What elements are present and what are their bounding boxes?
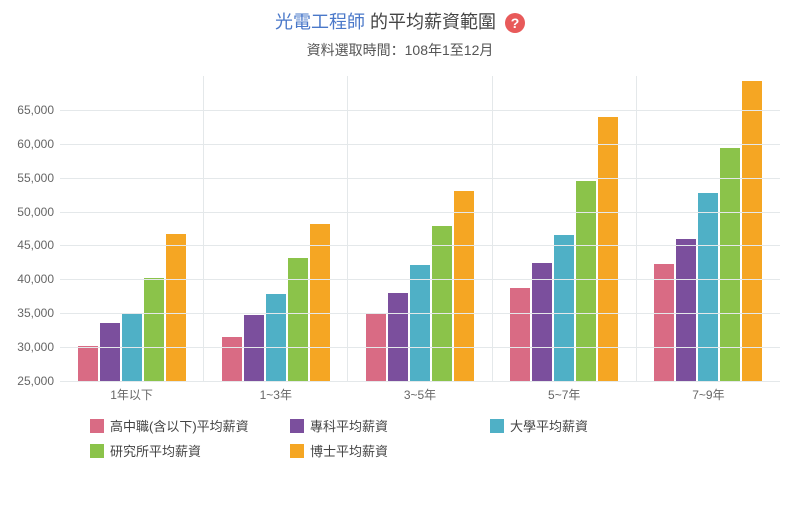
legend-label: 博士平均薪資 [310,441,388,460]
legend-swatch [90,419,104,433]
legend-label: 大學平均薪資 [510,416,588,435]
bar[interactable] [742,81,762,381]
bar-groups: 1年以下1~3年3~5年5~7年7~9年 [60,76,780,381]
bar[interactable] [166,234,186,381]
bar[interactable] [144,278,164,381]
bar[interactable] [388,293,408,381]
bar-group: 1年以下 [60,76,204,381]
bar[interactable] [654,264,674,381]
grid-line [60,347,780,348]
legend-item[interactable]: 博士平均薪資 [290,441,470,460]
bar-group: 5~7年 [493,76,637,381]
bar[interactable] [100,323,120,381]
bar[interactable] [676,239,696,381]
legend-swatch [290,419,304,433]
bar[interactable] [698,193,718,381]
y-axis-label: 45,000 [2,238,54,252]
bar[interactable] [78,346,98,381]
bar-group: 1~3年 [204,76,348,381]
y-axis-label: 50,000 [2,205,54,219]
bar[interactable] [288,258,308,381]
legend-label: 專科平均薪資 [310,416,388,435]
help-icon[interactable]: ? [505,13,525,33]
legend-item[interactable]: 專科平均薪資 [290,416,470,435]
y-axis-label: 60,000 [2,137,54,151]
plot-area: 1年以下1~3年3~5年5~7年7~9年 25,00030,00035,0004… [60,76,780,382]
x-axis-label: 3~5年 [348,386,491,403]
grid-line [60,245,780,246]
y-axis-label: 35,000 [2,306,54,320]
grid-line [60,144,780,145]
bar[interactable] [554,235,574,381]
bar[interactable] [410,265,430,381]
y-axis-label: 30,000 [2,340,54,354]
title-text: 的平均薪資範圍 [365,12,496,32]
grid-line [60,279,780,280]
legend-label: 研究所平均薪資 [110,441,201,460]
bar[interactable] [266,294,286,381]
legend-item[interactable]: 大學平均薪資 [490,416,670,435]
y-axis-label: 55,000 [2,171,54,185]
bar[interactable] [598,117,618,381]
salary-chart: 1年以下1~3年3~5年5~7年7~9年 25,00030,00035,0004… [60,76,780,406]
bar[interactable] [720,148,740,381]
bar[interactable] [432,226,452,381]
x-axis-label: 1~3年 [204,386,347,403]
bar[interactable] [244,315,264,381]
y-axis-label: 65,000 [2,103,54,117]
legend-swatch [290,444,304,458]
legend-label: 高中職(含以下)平均薪資 [110,416,249,435]
page-title: 光電工程師 的平均薪資範圍 ? [0,0,800,34]
grid-line [60,110,780,111]
subtitle: 資料選取時間：108年1至12月 [0,40,800,60]
grid-line [60,313,780,314]
bar[interactable] [510,288,530,381]
legend: 高中職(含以下)平均薪資 專科平均薪資 大學平均薪資研究所平均薪資 博士平均薪資 [90,416,760,460]
bar[interactable] [310,224,330,381]
grid-line [60,178,780,179]
bar[interactable] [222,337,242,381]
grid-line [60,381,780,382]
y-axis-label: 25,000 [2,374,54,388]
bar-group: 7~9年 [637,76,780,381]
x-axis-label: 7~9年 [637,386,780,403]
bar-group: 3~5年 [348,76,492,381]
legend-item[interactable]: 研究所平均薪資 [90,441,270,460]
x-axis-label: 5~7年 [493,386,636,403]
title-link[interactable]: 光電工程師 [275,12,365,32]
legend-item[interactable]: 高中職(含以下)平均薪資 [90,416,270,435]
x-axis-label: 1年以下 [60,386,203,403]
bar[interactable] [454,191,474,381]
grid-line [60,212,780,213]
legend-swatch [90,444,104,458]
y-axis-label: 40,000 [2,272,54,286]
bar[interactable] [532,263,552,381]
legend-swatch [490,419,504,433]
